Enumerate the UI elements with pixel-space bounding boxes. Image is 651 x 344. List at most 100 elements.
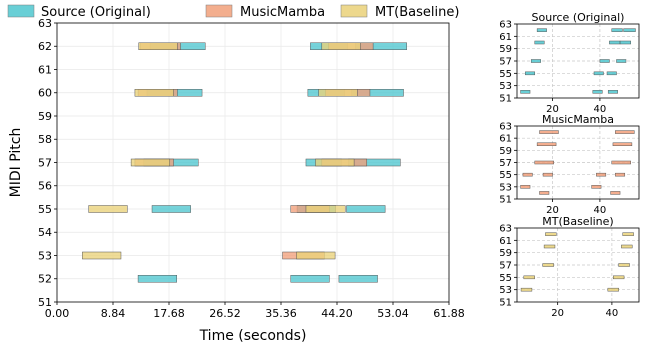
legend: Source (Original) MusicMamba MT(Baseline… <box>7 4 459 20</box>
main-ytick-label: 63 <box>38 17 52 30</box>
main-xtick-label: 44.20 <box>321 307 353 320</box>
inset-musicmamba-ytick-label: 53 <box>499 182 512 193</box>
main-notes <box>82 42 407 283</box>
inset-source-original-ytick-label: 61 <box>499 32 512 43</box>
legend-swatch-musicmamba <box>205 4 233 18</box>
inset-musicmamba-note-musicmamba <box>612 142 633 146</box>
main-note-mt-baseline <box>305 205 346 213</box>
main-piano-roll: 51 52 53 54 55 56 57 58 59 60 61 62 63 0.00 8.84 17.68 2… <box>8 17 465 344</box>
main-note-mt-baseline <box>296 251 336 260</box>
inset-musicmamba-xtick-label: 40 <box>594 205 607 216</box>
inset-source-original-note-source-original <box>530 59 541 63</box>
legend-label-source: Source (Original) <box>41 5 151 20</box>
inset-source-original-ytick-label: 55 <box>499 69 512 80</box>
inset-musicmamba-ytick-label: 51 <box>499 195 512 206</box>
inset-mt-baseline-ytick-label: 53 <box>499 285 512 296</box>
inset-mt-baseline-note-mt-baseline <box>542 263 554 267</box>
inset-musicmamba-note-musicmamba <box>520 185 531 189</box>
main-xtick-label: 26.52 <box>209 307 241 320</box>
inset-mt-baseline-ytick-label: 51 <box>499 298 512 309</box>
inset-mt-baseline-note-mt-baseline <box>543 244 556 249</box>
inset-mt-baseline-note-mt-baseline <box>607 287 619 292</box>
inset-musicmamba-note-musicmamba <box>539 191 550 195</box>
inset-source-original-note-source-original <box>520 90 531 94</box>
inset-musicmamba-note-musicmamba <box>611 160 631 165</box>
inset-mt-baseline-note-mt-baseline <box>545 232 557 236</box>
inset-source-original-note-source-original <box>606 71 617 76</box>
inset-musicmamba-note-musicmamba <box>536 142 557 146</box>
main-note-mt-baseline <box>138 42 178 50</box>
main-ytick-label: 61 <box>38 63 52 76</box>
main-xtick-label: 8.84 <box>101 307 126 320</box>
inset-source-original-ytick-label: 57 <box>499 57 512 68</box>
inset-musicmamba-note-musicmamba <box>591 185 602 189</box>
inset-mt-baseline-note-mt-baseline <box>520 287 533 292</box>
inset-mt-baseline-ytick-label: 63 <box>499 224 512 235</box>
inset-musicmamba-xtick-label: 20 <box>546 205 559 216</box>
main-ylabel: MIDI Pitch <box>8 128 24 198</box>
legend-swatch-source <box>7 4 35 18</box>
inset-mt-baseline-ytick-label: 61 <box>499 236 512 247</box>
main-note-mt-baseline <box>82 251 122 260</box>
inset-source-original-ytick-label: 63 <box>499 20 512 31</box>
main-xtick-label: 61.88 <box>433 307 465 320</box>
main-note-mt-baseline <box>321 42 361 50</box>
main-note-source-original <box>346 205 386 213</box>
main-ytick-label: 62 <box>38 40 52 53</box>
inset-source-original-note-source-original <box>609 40 621 45</box>
main-note-mt-baseline <box>134 89 174 97</box>
main-ytick-label: 51 <box>38 296 52 309</box>
inset-source-original-note-source-original <box>611 28 623 32</box>
inset-source-original-note-source-original <box>616 59 627 63</box>
inset-source-original-note-source-original <box>525 71 536 76</box>
main-ytick-label: 60 <box>38 87 52 100</box>
inset-source-original-ytick-label: 51 <box>499 94 512 105</box>
inset-source-original-note-source-original <box>592 90 603 94</box>
main-note-mt-baseline <box>88 205 128 213</box>
inset-source-original-note-source-original <box>623 28 636 32</box>
inset-mt-baseline-note-mt-baseline <box>621 244 633 249</box>
inset-source-original-note-source-original <box>619 40 631 45</box>
inset-musicmamba-note-musicmamba <box>522 172 533 177</box>
main-ytick-label: 53 <box>38 249 52 262</box>
inset-source-original-note-source-original <box>534 40 545 45</box>
inset-mt-baseline-title: MT(Baseline) <box>542 215 613 228</box>
main-ytick-label: 58 <box>38 133 52 146</box>
inset-source-original-note-source-original <box>593 71 604 76</box>
inset-mt-baseline-note-mt-baseline <box>622 232 634 236</box>
main-xtick-label: 17.68 <box>153 307 185 320</box>
main-note-mt-baseline <box>130 158 171 167</box>
inset-mt-baseline-notes <box>520 232 634 292</box>
inset-source-original-note-source-original <box>599 59 610 63</box>
inset-musicmamba-ytick-label: 59 <box>499 146 512 157</box>
main-note-source-original <box>137 275 177 283</box>
inset-mt-baseline-xtick-label: 40 <box>606 308 619 319</box>
legend-label-musicmamba: MusicMamba <box>240 5 325 20</box>
main-ytick-label: 55 <box>38 203 52 216</box>
inset-source-original-title: Source (Original) <box>532 11 625 24</box>
inset-musicmamba-note-musicmamba <box>610 191 621 195</box>
main-note-source-original <box>290 275 330 283</box>
main-xlabel: Time (seconds) <box>199 328 307 344</box>
inset-mt-baseline-ytick-label: 55 <box>499 273 512 284</box>
main-note-source-original <box>151 205 191 213</box>
inset-source-original-note-source-original <box>607 90 618 94</box>
main-xtick-label: 53.04 <box>377 307 409 320</box>
main-ytick-label: 56 <box>38 180 52 193</box>
inset-mt-baseline-ytick-label: 57 <box>499 261 512 272</box>
inset-musicmamba-note-musicmamba <box>534 160 554 165</box>
main-xtick-label: 0.00 <box>45 307 70 320</box>
main-ytick-label: 57 <box>38 156 52 169</box>
main-xtick-label: 35.36 <box>265 307 297 320</box>
inset-source-original-note-source-original <box>536 28 547 32</box>
inset-source-original-xtick-label: 20 <box>546 104 559 115</box>
inset-musicmamba-ytick-label: 61 <box>499 134 512 145</box>
inset-musicmamba-note-musicmamba <box>615 130 635 134</box>
main-note-mt-baseline <box>318 89 358 97</box>
main-ytick-label: 54 <box>38 226 52 239</box>
main-note-source-original <box>338 275 378 283</box>
inset-mt-baseline-note-mt-baseline <box>618 263 630 267</box>
inset-source-original-notes <box>520 28 636 94</box>
